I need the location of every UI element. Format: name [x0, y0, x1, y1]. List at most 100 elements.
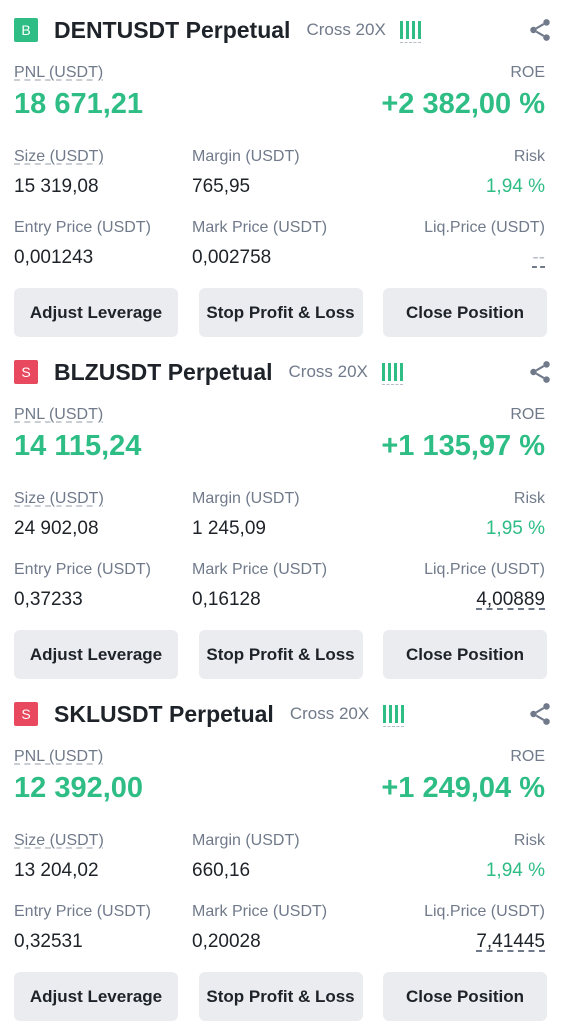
entry-value-row: 0,001243 0,002758 --: [14, 247, 545, 269]
mark-price-label: Mark Price (USDT): [192, 903, 328, 920]
pnl-label-row: PNL (USDT) ROE: [14, 64, 545, 82]
margin-label: Margin (USDT): [192, 490, 300, 507]
pnl-label[interactable]: PNL (USDT): [14, 406, 104, 423]
mark-price-value: 0,16128: [192, 589, 261, 610]
pnl-label-row: PNL (USDT) ROE: [14, 748, 545, 766]
leverage-bars-icon[interactable]: [399, 17, 421, 43]
margin-value: 1 245,09: [192, 518, 266, 539]
margin-mode-label[interactable]: Cross 20X: [288, 362, 368, 381]
size-value-row: 13 204,02 660,16 1,94 %: [14, 860, 545, 882]
share-icon[interactable]: [527, 359, 553, 385]
share-icon[interactable]: [527, 17, 553, 43]
entry-label-row: Entry Price (USDT) Mark Price (USDT) Liq…: [14, 903, 545, 921]
entry-value-row: 0,37233 0,16128 4,00889: [14, 589, 545, 611]
margin-label: Margin (USDT): [192, 832, 300, 849]
close-position-button[interactable]: Close Position: [383, 288, 547, 337]
mark-price-value: 0,002758: [192, 247, 272, 268]
size-value: 13 204,02: [14, 860, 99, 881]
close-position-button[interactable]: Close Position: [383, 972, 547, 1021]
adjust-leverage-button[interactable]: Adjust Leverage: [14, 630, 178, 679]
pnl-label[interactable]: PNL (USDT): [14, 64, 104, 81]
roe-value: +2 382,00 %: [381, 88, 545, 120]
entry-label-row: Entry Price (USDT) Mark Price (USDT) Liq…: [14, 219, 545, 237]
stop-profit-loss-button[interactable]: Stop Profit & Loss: [198, 630, 363, 679]
action-buttons: Adjust Leverage Stop Profit & Loss Close…: [14, 972, 547, 1021]
position-header: S BLZUSDT Perpetual Cross 20X: [14, 354, 553, 390]
side-badge: S: [14, 360, 38, 384]
margin-value: 660,16: [192, 860, 251, 881]
risk-value: 1,94 %: [485, 860, 545, 881]
pnl-label-row: PNL (USDT) ROE: [14, 406, 545, 424]
liq-price-value[interactable]: --: [532, 247, 545, 268]
liq-price-label: Liq.Price (USDT): [424, 561, 545, 578]
mark-price-label: Mark Price (USDT): [192, 219, 328, 236]
margin-value: 765,95: [192, 176, 251, 197]
action-buttons: Adjust Leverage Stop Profit & Loss Close…: [14, 630, 547, 679]
position-header: S SKLUSDT Perpetual Cross 20X: [14, 696, 553, 732]
mark-price-value: 0,20028: [192, 931, 261, 952]
roe-value: +1 249,04 %: [381, 772, 545, 804]
risk-value: 1,95 %: [485, 518, 545, 539]
liq-price-label: Liq.Price (USDT): [424, 219, 545, 236]
liq-price-value[interactable]: 7,41445: [476, 931, 545, 952]
margin-mode-label[interactable]: Cross 20X: [306, 20, 386, 39]
stop-profit-loss-button[interactable]: Stop Profit & Loss: [198, 972, 363, 1021]
leverage-bars-icon[interactable]: [381, 359, 403, 385]
share-icon[interactable]: [527, 701, 553, 727]
size-label[interactable]: Size (USDT): [14, 832, 104, 849]
roe-value: +1 135,97 %: [381, 430, 545, 462]
entry-price-label: Entry Price (USDT): [14, 561, 151, 578]
symbol-title[interactable]: DENTUSDT Perpetual: [54, 16, 291, 43]
position-card: S BLZUSDT Perpetual Cross 20X PNL (USDT)…: [0, 342, 567, 684]
stop-profit-loss-button[interactable]: Stop Profit & Loss: [198, 288, 363, 337]
liq-price-label: Liq.Price (USDT): [424, 903, 545, 920]
size-value-row: 15 319,08 765,95 1,94 %: [14, 176, 545, 198]
pnl-value-row: 12 392,00 +1 249,04 %: [14, 772, 545, 805]
size-label-row: Size (USDT) Margin (USDT) Risk: [14, 832, 545, 850]
entry-price-value: 0,001243: [14, 247, 94, 268]
risk-label: Risk: [513, 832, 545, 849]
size-label-row: Size (USDT) Margin (USDT) Risk: [14, 490, 545, 508]
action-buttons: Adjust Leverage Stop Profit & Loss Close…: [14, 288, 547, 337]
pnl-value-row: 18 671,21 +2 382,00 %: [14, 88, 545, 121]
roe-label: ROE: [510, 748, 545, 765]
entry-price-value: 0,32531: [14, 931, 83, 952]
leverage-bars-icon[interactable]: [383, 701, 405, 727]
entry-price-label: Entry Price (USDT): [14, 219, 151, 236]
pnl-label[interactable]: PNL (USDT): [14, 748, 104, 765]
position-header: B DENTUSDT Perpetual Cross 20X: [14, 12, 553, 48]
entry-price-value: 0,37233: [14, 589, 83, 610]
liq-price-value[interactable]: 4,00889: [476, 589, 545, 610]
size-label[interactable]: Size (USDT): [14, 148, 104, 165]
margin-label: Margin (USDT): [192, 148, 300, 165]
size-value: 15 319,08: [14, 176, 99, 197]
mark-price-label: Mark Price (USDT): [192, 561, 328, 578]
symbol-title[interactable]: BLZUSDT Perpetual: [54, 358, 273, 385]
entry-price-label: Entry Price (USDT): [14, 903, 151, 920]
close-position-button[interactable]: Close Position: [383, 630, 547, 679]
size-value: 24 902,08: [14, 518, 99, 539]
size-label[interactable]: Size (USDT): [14, 490, 104, 507]
size-label-row: Size (USDT) Margin (USDT) Risk: [14, 148, 545, 166]
risk-value: 1,94 %: [485, 176, 545, 197]
side-badge: B: [14, 18, 38, 42]
roe-label: ROE: [510, 406, 545, 423]
position-card: S SKLUSDT Perpetual Cross 20X PNL (USDT)…: [0, 684, 567, 1026]
pnl-value-row: 14 115,24 +1 135,97 %: [14, 430, 545, 463]
risk-label: Risk: [513, 490, 545, 507]
pnl-value: 18 671,21: [14, 88, 144, 120]
side-badge: S: [14, 702, 38, 726]
entry-value-row: 0,32531 0,20028 7,41445: [14, 931, 545, 953]
risk-label: Risk: [513, 148, 545, 165]
adjust-leverage-button[interactable]: Adjust Leverage: [14, 288, 178, 337]
pnl-value: 14 115,24: [14, 430, 142, 462]
entry-label-row: Entry Price (USDT) Mark Price (USDT) Liq…: [14, 561, 545, 579]
symbol-title[interactable]: SKLUSDT Perpetual: [54, 700, 274, 727]
pnl-value: 12 392,00: [14, 772, 144, 804]
size-value-row: 24 902,08 1 245,09 1,95 %: [14, 518, 545, 540]
margin-mode-label[interactable]: Cross 20X: [289, 704, 370, 723]
position-card: B DENTUSDT Perpetual Cross 20X PNL (USDT…: [0, 0, 567, 342]
adjust-leverage-button[interactable]: Adjust Leverage: [14, 972, 178, 1021]
roe-label: ROE: [510, 64, 545, 81]
